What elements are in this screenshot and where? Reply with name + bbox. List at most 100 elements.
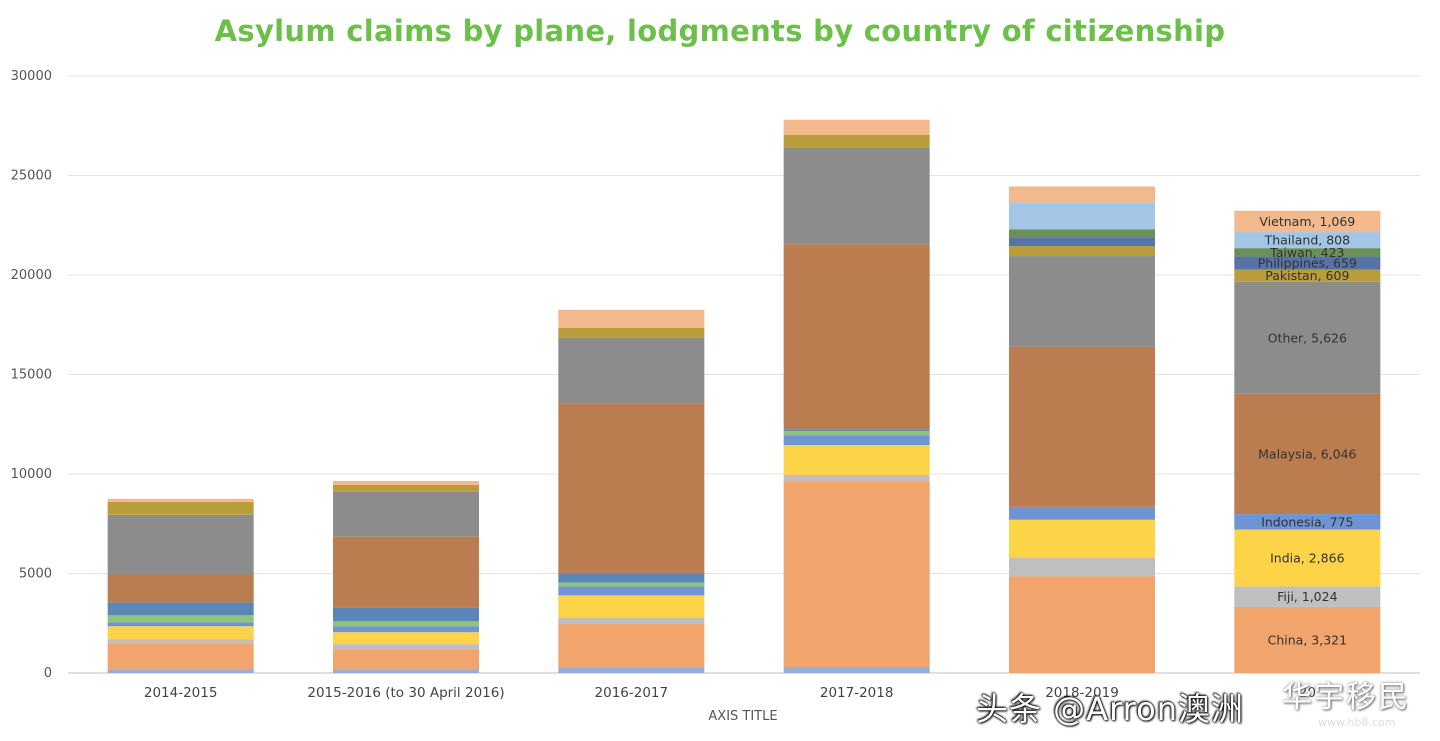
bar-segment-india xyxy=(333,632,479,645)
bar-segment-china xyxy=(558,623,705,669)
data-label: Vietnam, 1,069 xyxy=(1259,214,1355,229)
bar-segment-malaysia xyxy=(558,403,705,574)
y-tick-label: 0 xyxy=(44,666,52,681)
bar-segment-china xyxy=(1234,606,1381,673)
watermark-text: 头条 @Arron澳洲 xyxy=(976,690,1244,728)
bar-segment-malaysia xyxy=(107,574,254,603)
bar-segment-indonesia xyxy=(783,435,930,446)
bar-segment-china xyxy=(1009,576,1155,673)
bar-segment-vietnam xyxy=(107,498,254,502)
data-label: Other, 5,626 xyxy=(1268,330,1347,345)
data-label: Philippines, 659 xyxy=(1258,256,1357,271)
bar-segment-fiji xyxy=(783,474,930,482)
bar-segment-other xyxy=(558,337,705,404)
y-tick-label: 20000 xyxy=(11,268,52,283)
bar-segment-pakistan xyxy=(1009,246,1155,257)
bar-segment-india xyxy=(558,595,705,618)
bar-segment-pakistan xyxy=(558,327,705,338)
bar-segment-other xyxy=(333,491,479,537)
bar-segment-other-segment xyxy=(333,607,479,622)
bar-segment-fiji xyxy=(107,639,254,644)
bar-segment-vietnam xyxy=(1009,186,1155,203)
bar-segment-other xyxy=(1009,256,1155,347)
x-tick-label: 2018-2019 xyxy=(1045,685,1119,701)
chart-title: Asylum claims by plane, lodgments by cou… xyxy=(214,14,1226,48)
logo: 华宇移民 xyxy=(1282,680,1410,715)
bar-segment-pakistan xyxy=(107,501,254,515)
bar-segment-other xyxy=(1234,281,1381,394)
bar-segment-china xyxy=(333,649,479,671)
bar-segment-other-segment xyxy=(558,668,705,673)
bar-segment-philippines xyxy=(1234,256,1381,270)
bar-segment-taiwan xyxy=(1234,248,1381,257)
bars xyxy=(107,119,1381,673)
bar-segment-india xyxy=(1234,529,1381,587)
gridlines xyxy=(68,75,1420,674)
bar-segment-malaysia xyxy=(783,244,930,430)
data-label: Indonesia, 775 xyxy=(1261,514,1353,529)
bar-segment-other-segment xyxy=(107,602,254,616)
bar-segment-vietnam xyxy=(558,309,705,328)
bar-segment-other-segment xyxy=(107,615,254,623)
data-label: Malaysia, 6,046 xyxy=(1258,446,1356,461)
bar-segment-other-segment xyxy=(558,573,705,583)
bar-segment-pakistan xyxy=(783,134,930,148)
bar-segment-thailand xyxy=(1009,202,1155,230)
data-labels: China, 3,321 Fiji, 1,024 India, 2,866 Indon… xyxy=(1258,214,1357,648)
logo-url: www.hb8.com xyxy=(1318,716,1396,729)
data-label: India, 2,866 xyxy=(1270,551,1344,566)
bar-segment-other-segment xyxy=(333,670,479,673)
data-label: Thailand, 808 xyxy=(1264,233,1351,248)
x-tick-label: 2015-2016 (to 30 April 2016) xyxy=(307,685,504,701)
bar-segment-other-segment xyxy=(107,670,254,673)
bar-segment-other xyxy=(783,147,930,245)
data-label: Taiwan, 423 xyxy=(1269,245,1344,260)
bar-segment-malaysia xyxy=(1009,346,1155,507)
bar-segment-india xyxy=(1009,519,1155,558)
bar-segment-indonesia xyxy=(1234,514,1381,530)
bar-segment-indonesia xyxy=(558,586,705,596)
y-tick-label: 15000 xyxy=(11,368,52,383)
bar-segment-vietnam xyxy=(1234,210,1381,233)
y-tick-label: 30000 xyxy=(11,69,52,84)
x-tick-label: 2017-2018 xyxy=(820,685,894,701)
bar-segment-indonesia xyxy=(107,622,254,627)
bar-segment-malaysia xyxy=(1234,393,1381,515)
data-label: Fiji, 1,024 xyxy=(1277,589,1337,604)
y-tick-label: 5000 xyxy=(19,567,52,582)
y-tick-label: 10000 xyxy=(11,467,52,482)
axes: 0 5000 10000 15000 20000 25000 30000 2014-2015 2… xyxy=(11,69,1316,701)
x-tick-label: 20 xyxy=(1299,685,1316,701)
bar-segment-fiji xyxy=(1234,586,1381,607)
bar-segment-pakistan xyxy=(333,484,479,492)
x-tick-label: 2016-2017 xyxy=(595,685,669,701)
bar-segment-other-segment xyxy=(783,429,930,432)
bar-segment-indonesia xyxy=(333,626,479,633)
bar-segment-indonesia xyxy=(1009,506,1155,520)
x-tick-label: 2014-2015 xyxy=(144,685,218,701)
y-tick-label: 25000 xyxy=(11,169,52,184)
bar-segment-fiji xyxy=(333,644,479,650)
bar-segment-other-segment xyxy=(783,431,930,436)
bar-segment-vietnam xyxy=(783,119,930,135)
bar-segment-fiji xyxy=(558,617,705,624)
x-axis-title: AXIS TITLE xyxy=(708,709,778,724)
bar-segment-pakistan xyxy=(1234,269,1381,282)
bar-segment-china xyxy=(783,481,930,668)
bar-segment-china xyxy=(107,643,254,671)
bar-segment-malaysia xyxy=(333,536,479,608)
bar-segment-vietnam xyxy=(333,480,479,485)
data-label: Pakistan, 609 xyxy=(1265,268,1349,283)
bar-segment-thailand xyxy=(1234,232,1381,249)
bar-segment-other-segment xyxy=(783,667,930,673)
bar-segment-india xyxy=(107,626,254,640)
bar-segment-taiwan xyxy=(1009,229,1155,238)
bar-segment-philippines xyxy=(1009,237,1155,247)
bar-segment-india xyxy=(783,445,930,475)
bar-segment-other-segment xyxy=(333,621,479,627)
bar-segment-other-segment xyxy=(558,582,705,587)
bar-segment-fiji xyxy=(1009,557,1155,577)
data-label: China, 3,321 xyxy=(1268,632,1347,647)
bar-segment-other xyxy=(107,514,254,575)
